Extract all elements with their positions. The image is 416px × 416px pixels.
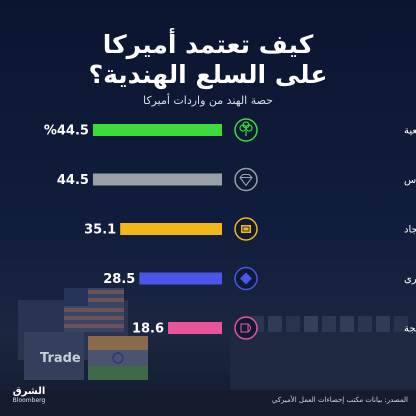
bar-value-label: %44.5 [44,124,89,139]
trade-scene-illustration: Trade [0,288,416,416]
title-line-1: كيف تعتمد أميركا [102,30,314,59]
bar [92,173,222,186]
american-flag-container [64,288,124,332]
title-line-2: على السلع الهندية؟ [88,60,328,89]
category-label: الأحجار الكريمة الأخرى [404,272,416,285]
chart-title: كيف تعتمد أميركا على السلع الهندية؟ [0,30,416,90]
bar [120,223,222,235]
trade-container-label: Trade [40,351,81,366]
trade-container [24,332,84,380]
cotton-plant-icon [234,118,258,142]
bar-value-label: 35.1 [84,223,116,238]
bar-value-label: 44.5 [57,173,89,188]
carpet-icon [234,217,258,241]
category-label: الألماس [404,173,416,186]
bar [92,124,222,136]
logo-bloomberg: Bloomberg [12,397,46,404]
water [0,390,416,416]
gemstone-icon [234,266,258,291]
fabric-icon [234,316,258,340]
bar [139,272,222,285]
chart-subtitle: حصة الهند من واردات أميركا [143,94,273,107]
bar-value-label: 28.5 [103,272,135,287]
cargo-ship [230,332,416,392]
category-label: القطن والألياف الطبيعية [404,124,416,137]
category-label: الأقمشة القطنية والأنسجة [404,322,416,335]
logo-arabic: الشرق [12,386,46,397]
diamond-icon [234,167,258,192]
source-note: المصدر: بيانات مكتب إحصاءات العمل الأمير… [271,396,408,404]
bar-value-label: 18.6 [132,322,164,337]
category-label: السجاد [404,225,416,236]
bar [168,322,222,334]
asharq-bloomberg-logo: الشرق Bloomberg [8,386,50,405]
